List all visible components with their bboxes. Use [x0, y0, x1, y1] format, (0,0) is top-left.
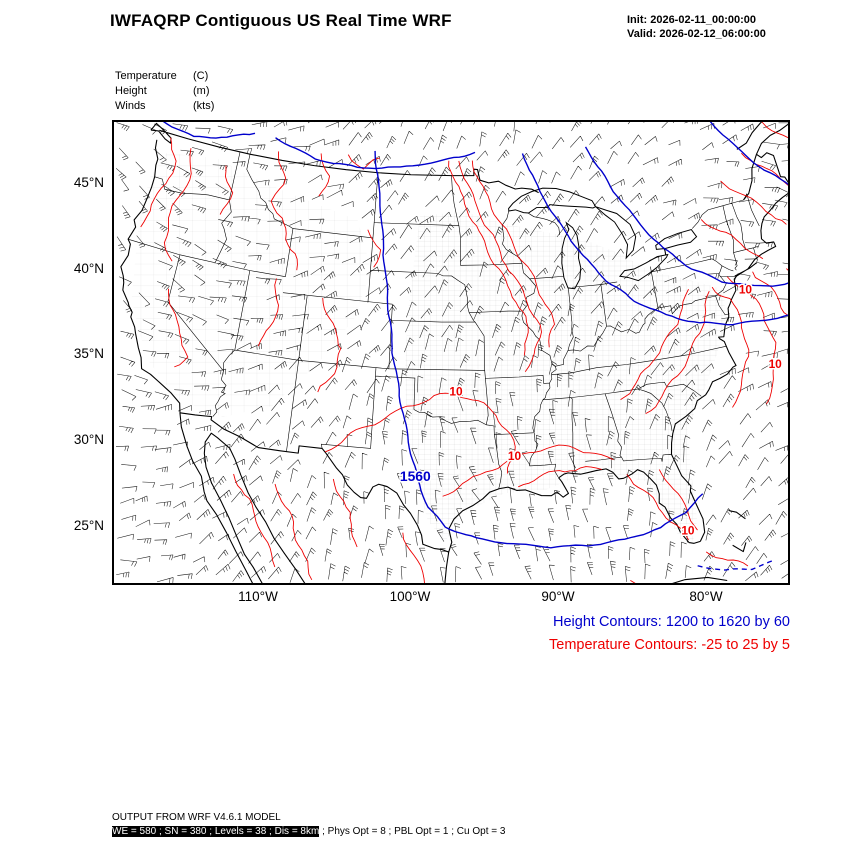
variables-legend: Temperature (C) Height (m) Winds (kts): [115, 69, 214, 114]
lat-tick-45n: 45°N: [73, 175, 104, 190]
lon-tick-90w: 90°W: [541, 589, 575, 604]
temperature-contour-label: 10: [739, 283, 753, 297]
lat-tick-40n: 40°N: [73, 261, 104, 276]
legend-var-unit: (m): [193, 85, 210, 97]
lat-tick-35n: 35°N: [73, 346, 104, 361]
legend-var-name: Winds: [115, 100, 146, 112]
legend-var-name: Temperature: [115, 70, 177, 82]
map-frame: 1560 10 10 10 10 10: [112, 120, 790, 585]
legend-row-winds: Winds (kts): [115, 99, 214, 114]
footer-config-highlighted: WE = 580 ; SN = 380 ; Levels = 38 ; Dis …: [112, 826, 320, 837]
conus-map-svg: 1560 10 10 10 10 10: [115, 122, 788, 583]
lon-tick-80w: 80°W: [689, 589, 723, 604]
temperature-contour-info: Temperature Contours: -25 to 25 by 5: [549, 637, 790, 653]
footer-config-rest: ; Phys Opt = 8 ; PBL Opt = 1 ; Cu Opt = …: [319, 826, 506, 837]
height-contour-label: 1560: [400, 468, 431, 484]
legend-var-name: Height: [115, 85, 147, 97]
footer-model-line: OUTPUT FROM WRF V4.6.1 MODEL: [112, 812, 281, 823]
lon-tick-110w: 110°W: [238, 589, 278, 604]
legend-row-temperature: Temperature (C): [115, 69, 214, 84]
init-valid-block: Init: 2026-02-11_00:00:00 Valid: 2026-02…: [627, 13, 766, 41]
init-time: Init: 2026-02-11_00:00:00: [627, 14, 757, 26]
valid-time: Valid: 2026-02-12_06:00:00: [627, 28, 766, 40]
height-contour-info: Height Contours: 1200 to 1620 by 60: [553, 614, 790, 630]
temperature-contour-label: 10: [769, 357, 783, 371]
legend-var-unit: (C): [193, 70, 209, 82]
plot-title: IWFAQRP Contiguous US Real Time WRF: [110, 11, 452, 30]
temperature-contour-label: 10: [508, 449, 522, 463]
footer-config-line: WE = 580 ; SN = 380 ; Levels = 38 ; Dis …: [112, 826, 505, 837]
lon-tick-100w: 100°W: [389, 589, 431, 604]
legend-var-unit: (kts): [193, 100, 215, 112]
lat-tick-25n: 25°N: [73, 518, 104, 533]
temperature-contour-label: 10: [681, 523, 695, 537]
lat-tick-30n: 30°N: [73, 432, 104, 447]
temperature-contour-label: 10: [449, 385, 463, 399]
legend-row-height: Height (m): [115, 84, 214, 99]
